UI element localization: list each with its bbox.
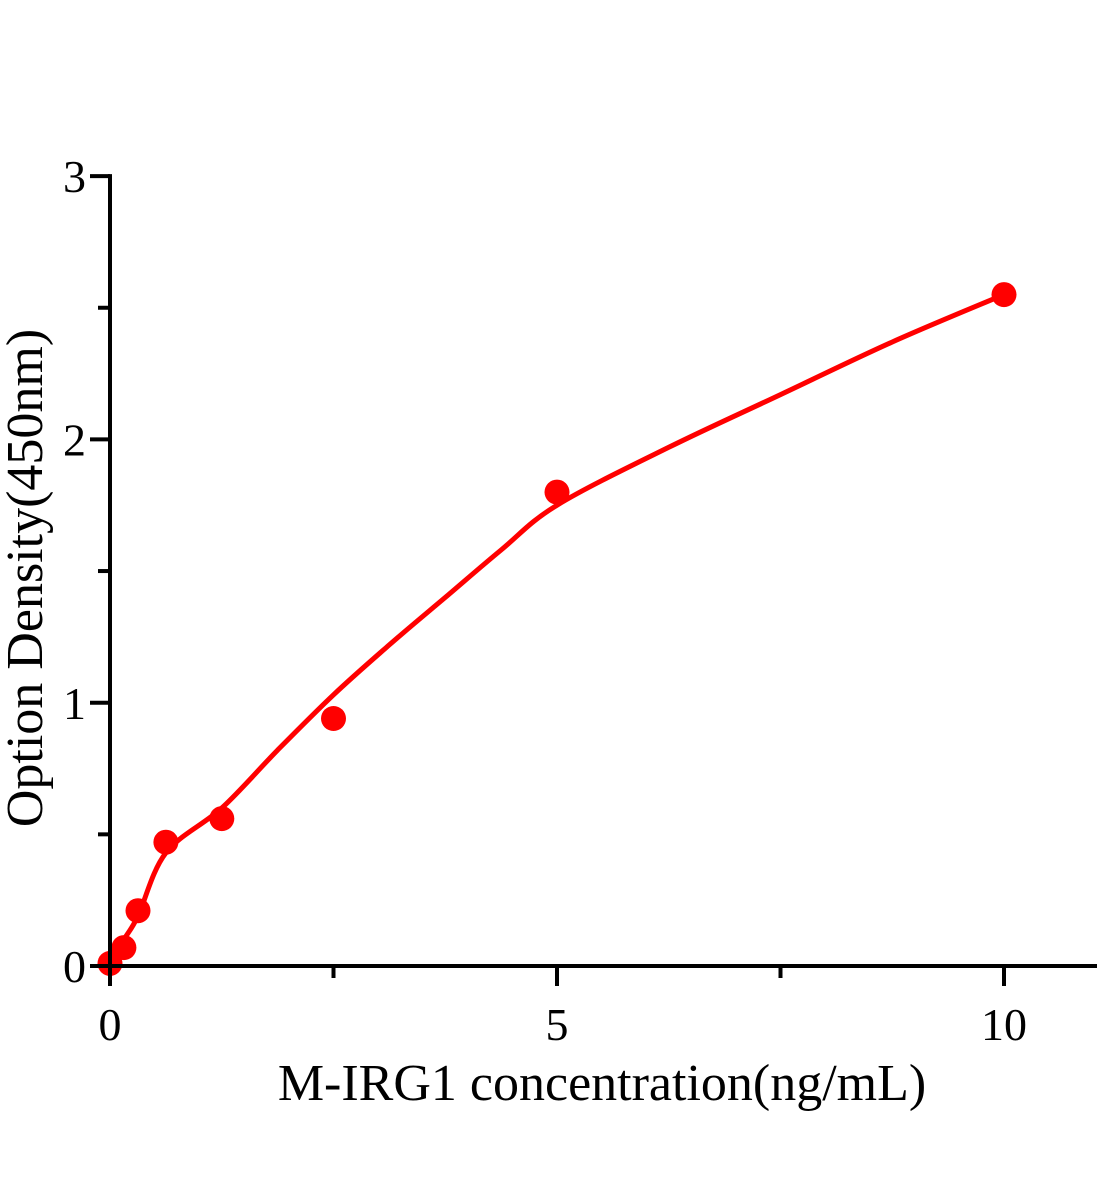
data-point <box>125 898 151 924</box>
y-tick-label: 1 <box>63 678 86 729</box>
tick-layer <box>90 174 1006 986</box>
axes-layer <box>108 174 1097 968</box>
x-tick-label: 5 <box>546 999 569 1050</box>
x-tick-label: 0 <box>99 999 122 1050</box>
data-points-layer <box>97 282 1017 976</box>
fit-curve <box>107 292 1007 969</box>
y-tick-label: 2 <box>63 415 86 466</box>
axis-lines <box>108 174 1097 968</box>
tick-label-layer: 0 5 10 0 1 2 3 <box>63 151 1027 1050</box>
data-point <box>209 806 235 832</box>
x-axis-title: M-IRG1 concentration(ng/mL) <box>278 1055 926 1112</box>
data-point <box>321 706 346 731</box>
y-tick-label: 3 <box>63 151 86 202</box>
data-point <box>153 829 179 855</box>
y-axis-title: Option Density(450nm) <box>0 329 54 827</box>
fit-curve-layer <box>107 292 1007 969</box>
data-point <box>111 935 137 961</box>
x-tick-label: 10 <box>981 999 1027 1050</box>
data-point <box>544 479 570 505</box>
y-tick-label: 0 <box>63 941 86 992</box>
data-point <box>991 282 1017 308</box>
